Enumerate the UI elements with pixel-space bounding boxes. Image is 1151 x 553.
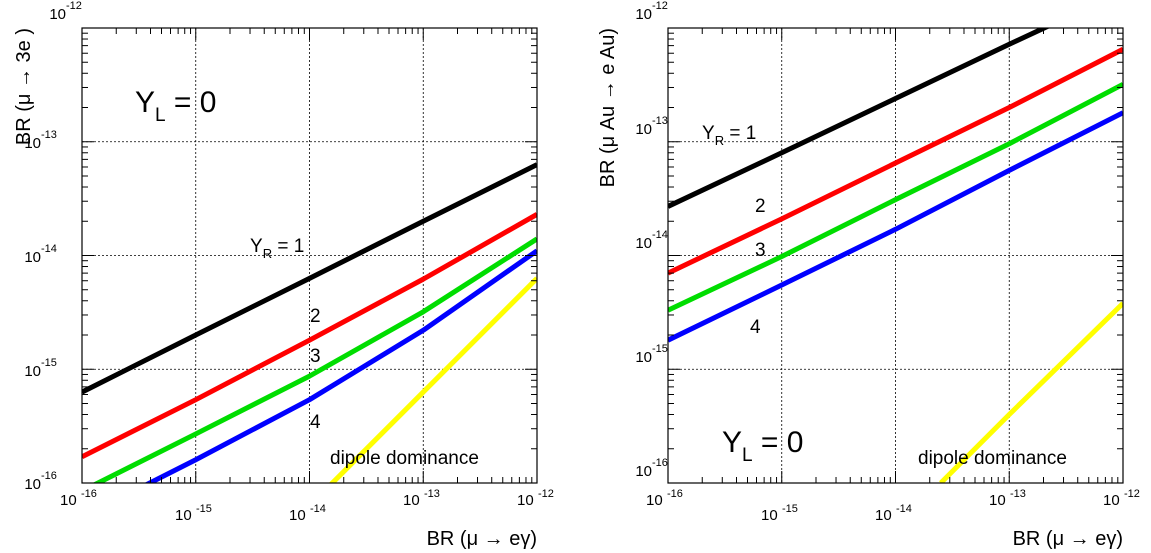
series-line-dipole [328,276,537,483]
svg-text:-16: -16 [41,470,57,482]
svg-text:-15: -15 [41,357,57,369]
series-line-yr3 [668,82,1123,313]
yr1-label: YR = 1 [250,236,304,261]
svg-text:10: 10 [875,507,892,524]
yr4-label: 4 [750,317,761,338]
svg-text:10: 10 [989,492,1006,509]
y-tick-label: 10 -16 [24,470,57,493]
yr1-label: YR = 1 [702,123,756,148]
svg-text:YR = 1: YR = 1 [702,123,756,148]
svg-text:-14: -14 [896,503,912,515]
svg-text:10: 10 [24,249,41,266]
y-tick-label: 10 -13 [24,129,57,152]
svg-text:10: 10 [289,507,306,524]
svg-text:10: 10 [635,349,652,366]
series-line-yr2 [82,212,537,460]
y-tick-label: 10 -12 [49,0,82,23]
svg-text:-13: -13 [424,488,440,500]
x-tick-label: 10 -13 [403,488,440,509]
svg-text:-12: -12 [66,0,82,12]
series-line-yr2 [668,47,1123,276]
svg-text:10: 10 [24,476,41,493]
svg-text:YR = 1: YR = 1 [250,236,304,261]
dipole-dominance-label: dipole dominance [918,448,1067,469]
y-axis-label: BR (μ → 3e ) [13,28,35,145]
ticks [667,27,1124,484]
y-tick-label: 10 -12 [635,0,668,23]
yr2-label: 2 [755,196,766,217]
x-tick-label: 10 -12 [517,488,554,509]
svg-text:10: 10 [49,6,66,23]
x-tick-label: 10 -15 [761,503,798,524]
svg-text:-15: -15 [196,503,212,515]
series-line-yr1 [82,162,537,395]
y-tick-label: 10 -14 [24,243,57,266]
left-panel: 10 -12 10 -13 10 -14 10 -15 10 -16 10 -1… [13,0,554,550]
svg-text:-15: -15 [652,343,668,355]
svg-text:-13: -13 [41,129,57,141]
yr3-label: 3 [755,240,766,261]
x-tick-label: 10 -16 [646,488,683,509]
series-lines [82,162,537,483]
series-line-yr4 [668,110,1123,343]
x-axis-label: BR (μ → eγ) [1013,528,1123,550]
ticks [81,27,538,484]
yr3-label: 3 [310,346,321,367]
svg-text:-16: -16 [652,457,668,469]
svg-text:-14: -14 [652,229,668,241]
svg-text:-13: -13 [652,115,668,127]
svg-text:10: 10 [403,492,420,509]
series-line-yr1 [668,28,1051,209]
svg-text:-12: -12 [652,0,668,12]
svg-text:-16: -16 [667,488,683,500]
svg-text:10: 10 [635,6,652,23]
y-tick-label: 10 -14 [635,229,668,252]
x-axis-label: BR (μ → eγ) [427,528,537,550]
svg-text:-12: -12 [1124,488,1140,500]
svg-text:10: 10 [24,363,41,380]
svg-text:10: 10 [24,135,41,152]
svg-text:10: 10 [646,492,663,509]
y-tick-label: 10 -13 [635,115,668,138]
yl-annotation: YL = 0 [722,426,803,466]
yr2-label: 2 [310,306,321,327]
series-line-yr3 [92,236,537,483]
svg-text:10: 10 [761,507,778,524]
svg-text:10: 10 [175,507,192,524]
svg-text:-14: -14 [310,503,326,515]
y-tick-label: 10 -15 [635,343,668,366]
x-tick-label: 10 -14 [289,503,326,524]
svg-text:10: 10 [1103,492,1120,509]
x-tick-label: 10 -13 [989,488,1026,509]
svg-text:10: 10 [60,492,77,509]
svg-text:10: 10 [517,492,534,509]
svg-text:YL = 0: YL = 0 [722,426,803,466]
dipole-dominance-label: dipole dominance [330,448,479,469]
svg-text:10: 10 [635,121,652,138]
y-tick-label: 10 -15 [24,357,57,380]
svg-text:-16: -16 [81,488,97,500]
x-tick-label: 10 -12 [1103,488,1140,509]
series-lines [668,28,1123,483]
series-line-dipole [939,301,1123,483]
svg-text:-15: -15 [782,503,798,515]
x-tick-label: 10 -16 [60,488,97,509]
svg-text:-12: -12 [538,488,554,500]
svg-text:-14: -14 [41,243,57,255]
yl-annotation: YL = 0 [135,86,216,126]
x-tick-label: 10 -15 [175,503,212,524]
svg-text:YL = 0: YL = 0 [135,86,216,126]
right-panel: 10 -12 10 -13 10 -14 10 -15 10 -16 10 -1… [597,0,1140,550]
svg-text:10: 10 [635,235,652,252]
y-axis-label: BR (μ Au → e Au) [597,28,619,187]
x-tick-label: 10 -14 [875,503,912,524]
svg-text:-13: -13 [1010,488,1026,500]
y-tick-label: 10 -16 [635,457,668,480]
svg-text:10: 10 [635,463,652,480]
yr4-label: 4 [310,412,321,433]
series-line-yr4 [144,248,537,483]
